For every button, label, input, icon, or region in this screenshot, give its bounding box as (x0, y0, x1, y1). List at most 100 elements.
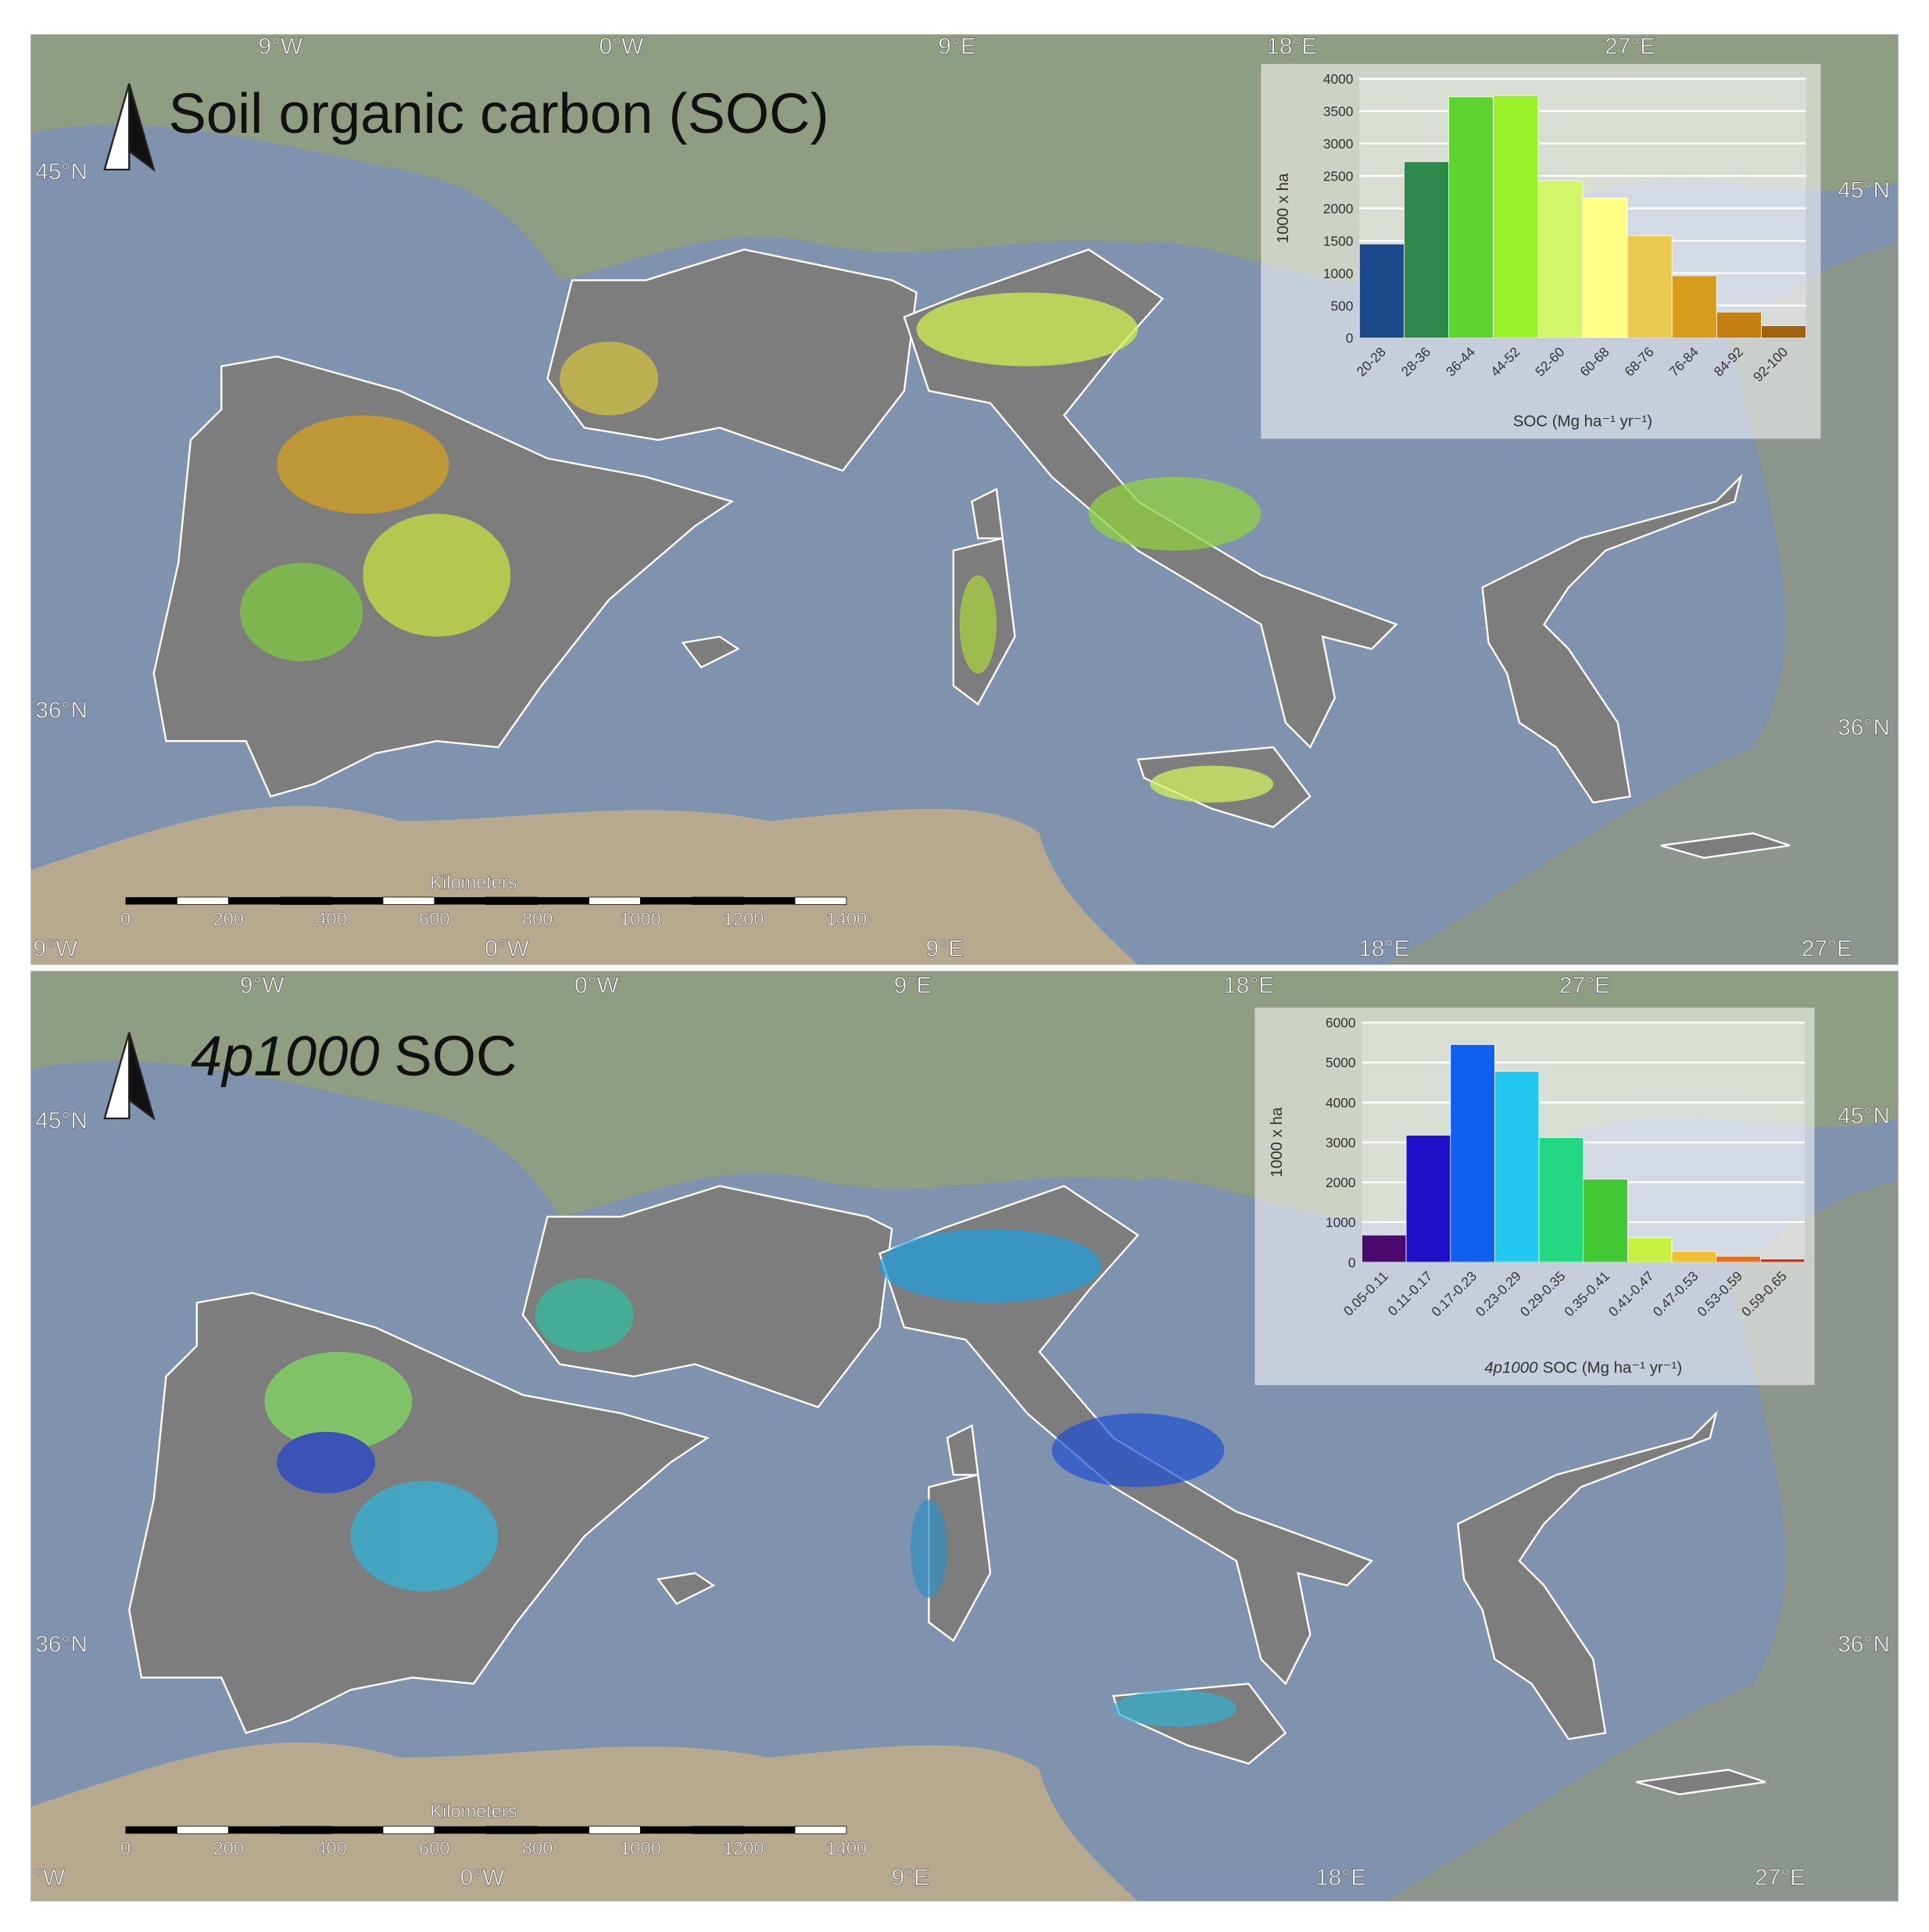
lat-label: 45°N (35, 159, 88, 185)
y-tick-label: 6000 (1326, 1015, 1356, 1031)
scale-tick-label: 400 (316, 909, 346, 929)
scale-tick-label: 600 (419, 1838, 449, 1859)
scale-segment (691, 896, 744, 905)
scale-segment (640, 1826, 693, 1834)
scale-tick-label: 400 (316, 1838, 346, 1859)
scale-tick-label: 600 (419, 909, 449, 929)
lon-label: 18°E (1223, 973, 1274, 999)
scale-segment (125, 896, 177, 905)
lon-label: 27°E (1802, 936, 1852, 961)
map-title-rest: SOC (394, 1025, 517, 1088)
y-tick-label: 0 (1348, 1254, 1356, 1270)
scale-segment (228, 896, 281, 905)
map-annotations: Soil organic carbon (SOC) 9°W 0°W 9°E 18°E 27… (33, 34, 1890, 962)
scale-segment (589, 1826, 641, 1834)
histogram-bar (1627, 1236, 1673, 1263)
scale-segment (589, 896, 641, 905)
lon-label: 18°E (1315, 1865, 1366, 1891)
scale-segment (434, 896, 486, 905)
map-title: 4p1000 SOC (191, 1025, 517, 1088)
lat-label: 36°N (1838, 1631, 1890, 1657)
y-tick-label: 2500 (1323, 168, 1354, 184)
lon-label: 9°W (240, 973, 285, 999)
histogram-bar (1716, 311, 1762, 338)
map-panel-2 (30, 971, 1899, 1902)
lon-label: 0°W (574, 973, 620, 999)
histogram-bar (1538, 1137, 1584, 1263)
scale-segment (434, 1826, 486, 1834)
scale-segment (382, 896, 435, 905)
lon-label: 9°W (33, 936, 78, 961)
histogram-bar (1761, 325, 1806, 338)
y-axis-label: 1000 x ha (1268, 1107, 1286, 1177)
x-axis-label-text: SOC (Mg ha⁻¹ yr⁻¹) (1513, 413, 1652, 431)
map-panel-1 (30, 34, 1899, 965)
map-title: Soil organic carbon (SOC) (169, 82, 829, 145)
y-tick-label: 4000 (1326, 1095, 1356, 1111)
scale-segment (743, 896, 796, 905)
scale-segment (537, 1826, 589, 1834)
lon-label: °W (34, 1865, 66, 1891)
histogram-bar (1448, 96, 1494, 338)
scale-tick-label: 0 (120, 909, 131, 929)
scale-segment (640, 896, 693, 905)
scale-segment (279, 896, 332, 905)
y-tick-label: 3000 (1326, 1135, 1356, 1150)
y-tick-label: 1500 (1323, 233, 1354, 249)
lon-label: 18°E (1266, 34, 1317, 59)
lon-label: 0°W (485, 936, 530, 961)
map-title-text: Soil organic carbon (SOC) (169, 82, 829, 145)
y-tick-label: 2000 (1323, 201, 1354, 216)
y-tick-label: 5000 (1326, 1055, 1356, 1071)
map-title-emphasis: 4p1000 (191, 1025, 380, 1088)
scale-tick-label: 200 (213, 1838, 244, 1859)
scale-title: Kilometers (430, 872, 517, 893)
histogram-bar (1716, 1255, 1761, 1263)
lon-label: 0°W (460, 1865, 506, 1891)
lon-label: 9°E (938, 34, 976, 59)
lat-label: 36°N (35, 697, 88, 723)
lon-label: 9°E (894, 973, 932, 999)
histogram-bar (1450, 1044, 1495, 1263)
scale-tick-label: 1200 (723, 909, 764, 929)
scale-segment (537, 896, 589, 905)
scale-tick-label: 800 (522, 909, 553, 929)
scale-tick-label: 200 (213, 909, 244, 929)
histogram-bar (1403, 161, 1449, 338)
histogram-bar (1671, 1250, 1717, 1263)
scale-segment (382, 1826, 435, 1834)
y-tick-label: 2000 (1326, 1175, 1356, 1190)
histogram-bar (1671, 275, 1717, 338)
lat-label: 36°N (35, 1631, 88, 1657)
histogram-inset: 01000200030004000500060000.05-0.110.11-0… (1254, 1007, 1815, 1386)
x-axis-label: 4p1000 SOC (Mg ha⁻¹ yr⁻¹) (1484, 1359, 1682, 1377)
histogram-bar (1358, 243, 1405, 338)
scale-segment (331, 896, 383, 905)
scale-segment (743, 1826, 796, 1834)
scale-tick-label: 1000 (620, 1838, 660, 1859)
histogram-bar (1582, 197, 1628, 338)
y-tick-label: 3500 (1323, 103, 1354, 119)
scale-tick-label: 1000 (620, 909, 660, 929)
y-tick-label: 3000 (1323, 136, 1354, 152)
y-axis-label: 1000 x ha (1274, 173, 1292, 243)
lon-label: 27°E (1605, 34, 1655, 59)
lon-label: 27°E (1559, 973, 1610, 999)
scale-title: Kilometers (430, 1801, 517, 1822)
x-axis-label: SOC (Mg ha⁻¹ yr⁻¹) (1513, 413, 1652, 431)
histogram-bar (1627, 234, 1673, 338)
lon-label: 9°W (258, 34, 303, 59)
scale-segment (794, 896, 847, 905)
x-axis-label-rest: SOC (Mg ha⁻¹ yr⁻¹) (1543, 1359, 1682, 1377)
scale-tick-label: 800 (522, 1838, 553, 1859)
soc-overlay (239, 292, 1274, 803)
y-tick-label: 500 (1331, 298, 1354, 313)
scale-segment (794, 1826, 847, 1834)
scale-segment (228, 1826, 281, 1834)
lat-label: 45°N (35, 1108, 88, 1134)
scale-segment (485, 896, 538, 905)
scale-segment (125, 1826, 177, 1834)
